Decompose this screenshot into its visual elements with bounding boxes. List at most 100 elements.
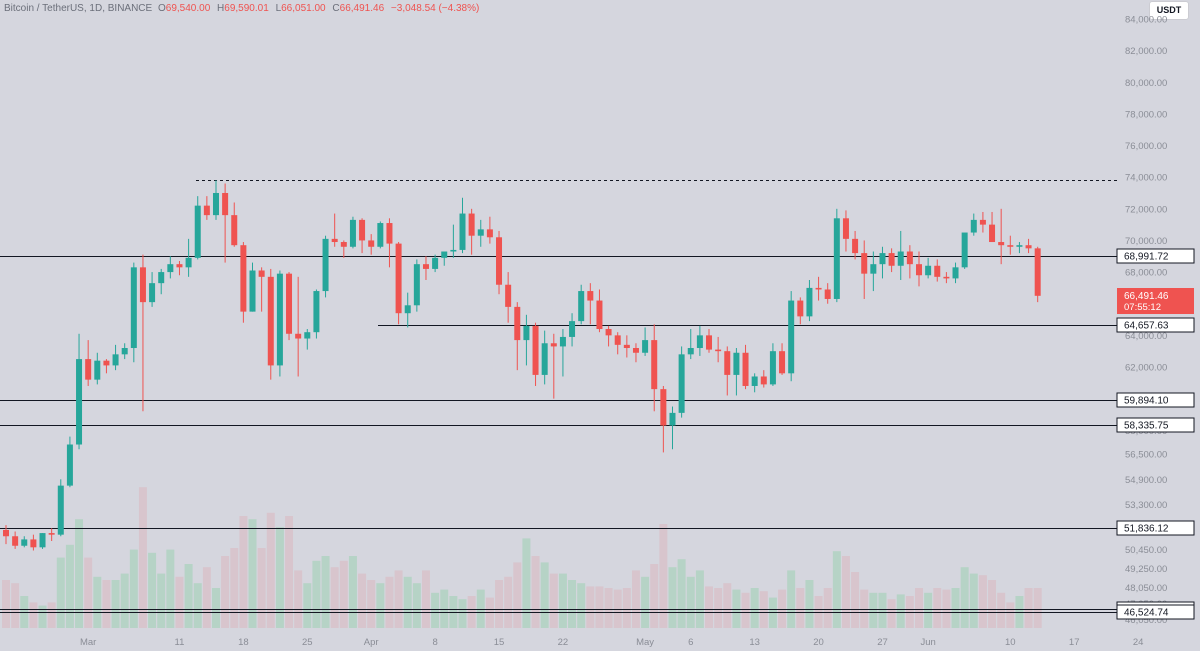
candle-body — [240, 245, 247, 312]
time-tick-label: 13 — [749, 637, 760, 648]
volume-bar — [394, 570, 403, 628]
volume-bar — [988, 580, 997, 628]
volume-bar — [440, 589, 449, 628]
volume-bar — [421, 570, 430, 628]
last-price-value: 66,491.46 — [1124, 291, 1169, 302]
candle-body — [925, 265, 932, 276]
candle-body — [934, 265, 941, 277]
candle-body — [413, 264, 420, 306]
candle-body — [760, 376, 767, 385]
volume-bars — [2, 487, 1042, 628]
volume-bar — [969, 573, 978, 628]
time-tick-label: 27 — [877, 637, 888, 648]
candle-body — [897, 251, 904, 266]
candle-body — [432, 257, 439, 269]
candle-body — [514, 306, 521, 341]
candles — [3, 180, 1041, 551]
candle-body — [788, 300, 795, 374]
level-price-label-box — [1116, 392, 1195, 408]
candle-body — [687, 348, 694, 355]
symbol-title[interactable]: Bitcoin / TetherUS, 1D, BINANCE — [4, 3, 153, 14]
candle-body — [906, 251, 913, 265]
time-axis: Mar 11 18 25 Apr 8 15 22 May 6 13 20 27 Jun 10 17 24 — [80, 637, 1143, 648]
candle-body — [779, 351, 786, 374]
volume-bar — [915, 588, 923, 628]
volume-bar — [1033, 588, 1042, 628]
volume-bar — [832, 551, 841, 628]
candle-body — [203, 205, 210, 216]
time-tick-label: Jun — [920, 637, 935, 648]
candle-body — [377, 223, 384, 247]
price-tick-label: 53,300.00 — [1125, 500, 1167, 511]
volume-bar — [522, 538, 531, 628]
volume-bar — [266, 512, 275, 628]
candle-body — [614, 335, 621, 345]
candle-body — [751, 376, 758, 386]
candle-body — [715, 349, 722, 352]
volume-bar — [1006, 602, 1015, 628]
volume-bar — [677, 559, 686, 628]
volume-bar — [221, 556, 230, 628]
time-tick-label: May — [636, 637, 654, 648]
volume-bar — [513, 562, 522, 628]
close-value: 66,491.46 — [339, 3, 385, 14]
price-tick-label: 48,050.00 — [1125, 583, 1167, 594]
volume-bar — [56, 557, 65, 628]
volume-bar — [202, 567, 211, 628]
volume-bar — [659, 524, 668, 628]
volume-bar — [431, 592, 440, 628]
currency-button[interactable]: USDT — [1150, 2, 1188, 19]
time-tick-label: 18 — [238, 637, 249, 648]
candle-body — [952, 267, 959, 279]
volume-bar — [2, 580, 10, 628]
candle-body — [459, 213, 466, 250]
volume-bar — [38, 605, 47, 628]
candle-body — [258, 270, 265, 277]
volume-bar — [129, 549, 138, 628]
candle-body — [797, 300, 804, 317]
level-price-label: 59,894.10 — [1124, 396, 1169, 407]
candle-body — [76, 359, 83, 445]
volume-bar — [458, 599, 467, 628]
candle-body — [541, 343, 548, 375]
candle-body — [970, 219, 977, 233]
candle-body — [824, 289, 831, 299]
price-tick-label: 64,000.00 — [1125, 331, 1167, 342]
volume-bar — [148, 552, 157, 628]
volume-bar — [476, 589, 485, 628]
time-tick-label: Apr — [364, 637, 379, 648]
volume-bar — [942, 589, 951, 628]
price-tick-label: 56,500.00 — [1125, 449, 1167, 460]
time-tick-label: 24 — [1133, 637, 1144, 648]
time-tick-label: 17 — [1069, 637, 1080, 648]
candle-body — [386, 223, 393, 244]
volume-bar — [695, 570, 704, 628]
time-tick-label: 22 — [558, 637, 569, 648]
candle-body — [943, 276, 950, 279]
candle-body — [103, 360, 110, 366]
volume-bar — [358, 573, 367, 628]
time-tick-label: 25 — [302, 637, 313, 648]
candle-body — [349, 219, 356, 247]
level-price-label-box — [1116, 317, 1195, 333]
time-tick-label: 6 — [688, 637, 693, 648]
candle-body — [852, 238, 859, 254]
volume-bar — [933, 588, 942, 628]
candle-body — [678, 354, 685, 413]
volume-bar — [275, 527, 284, 628]
volume-bar — [631, 570, 640, 628]
price-tick-label: 70,000.00 — [1125, 236, 1167, 247]
last-price-countdown: 07:55:12 — [1124, 302, 1161, 313]
volume-bar — [303, 583, 312, 628]
candle-body — [12, 536, 19, 546]
candle-body — [1034, 248, 1041, 296]
candle-body — [139, 267, 146, 303]
volume-bar — [778, 589, 787, 628]
candle-body — [340, 242, 347, 247]
candle-body — [550, 343, 557, 347]
volume-bar — [723, 583, 732, 628]
volume-bar — [896, 594, 905, 628]
volume-bar — [102, 580, 111, 628]
